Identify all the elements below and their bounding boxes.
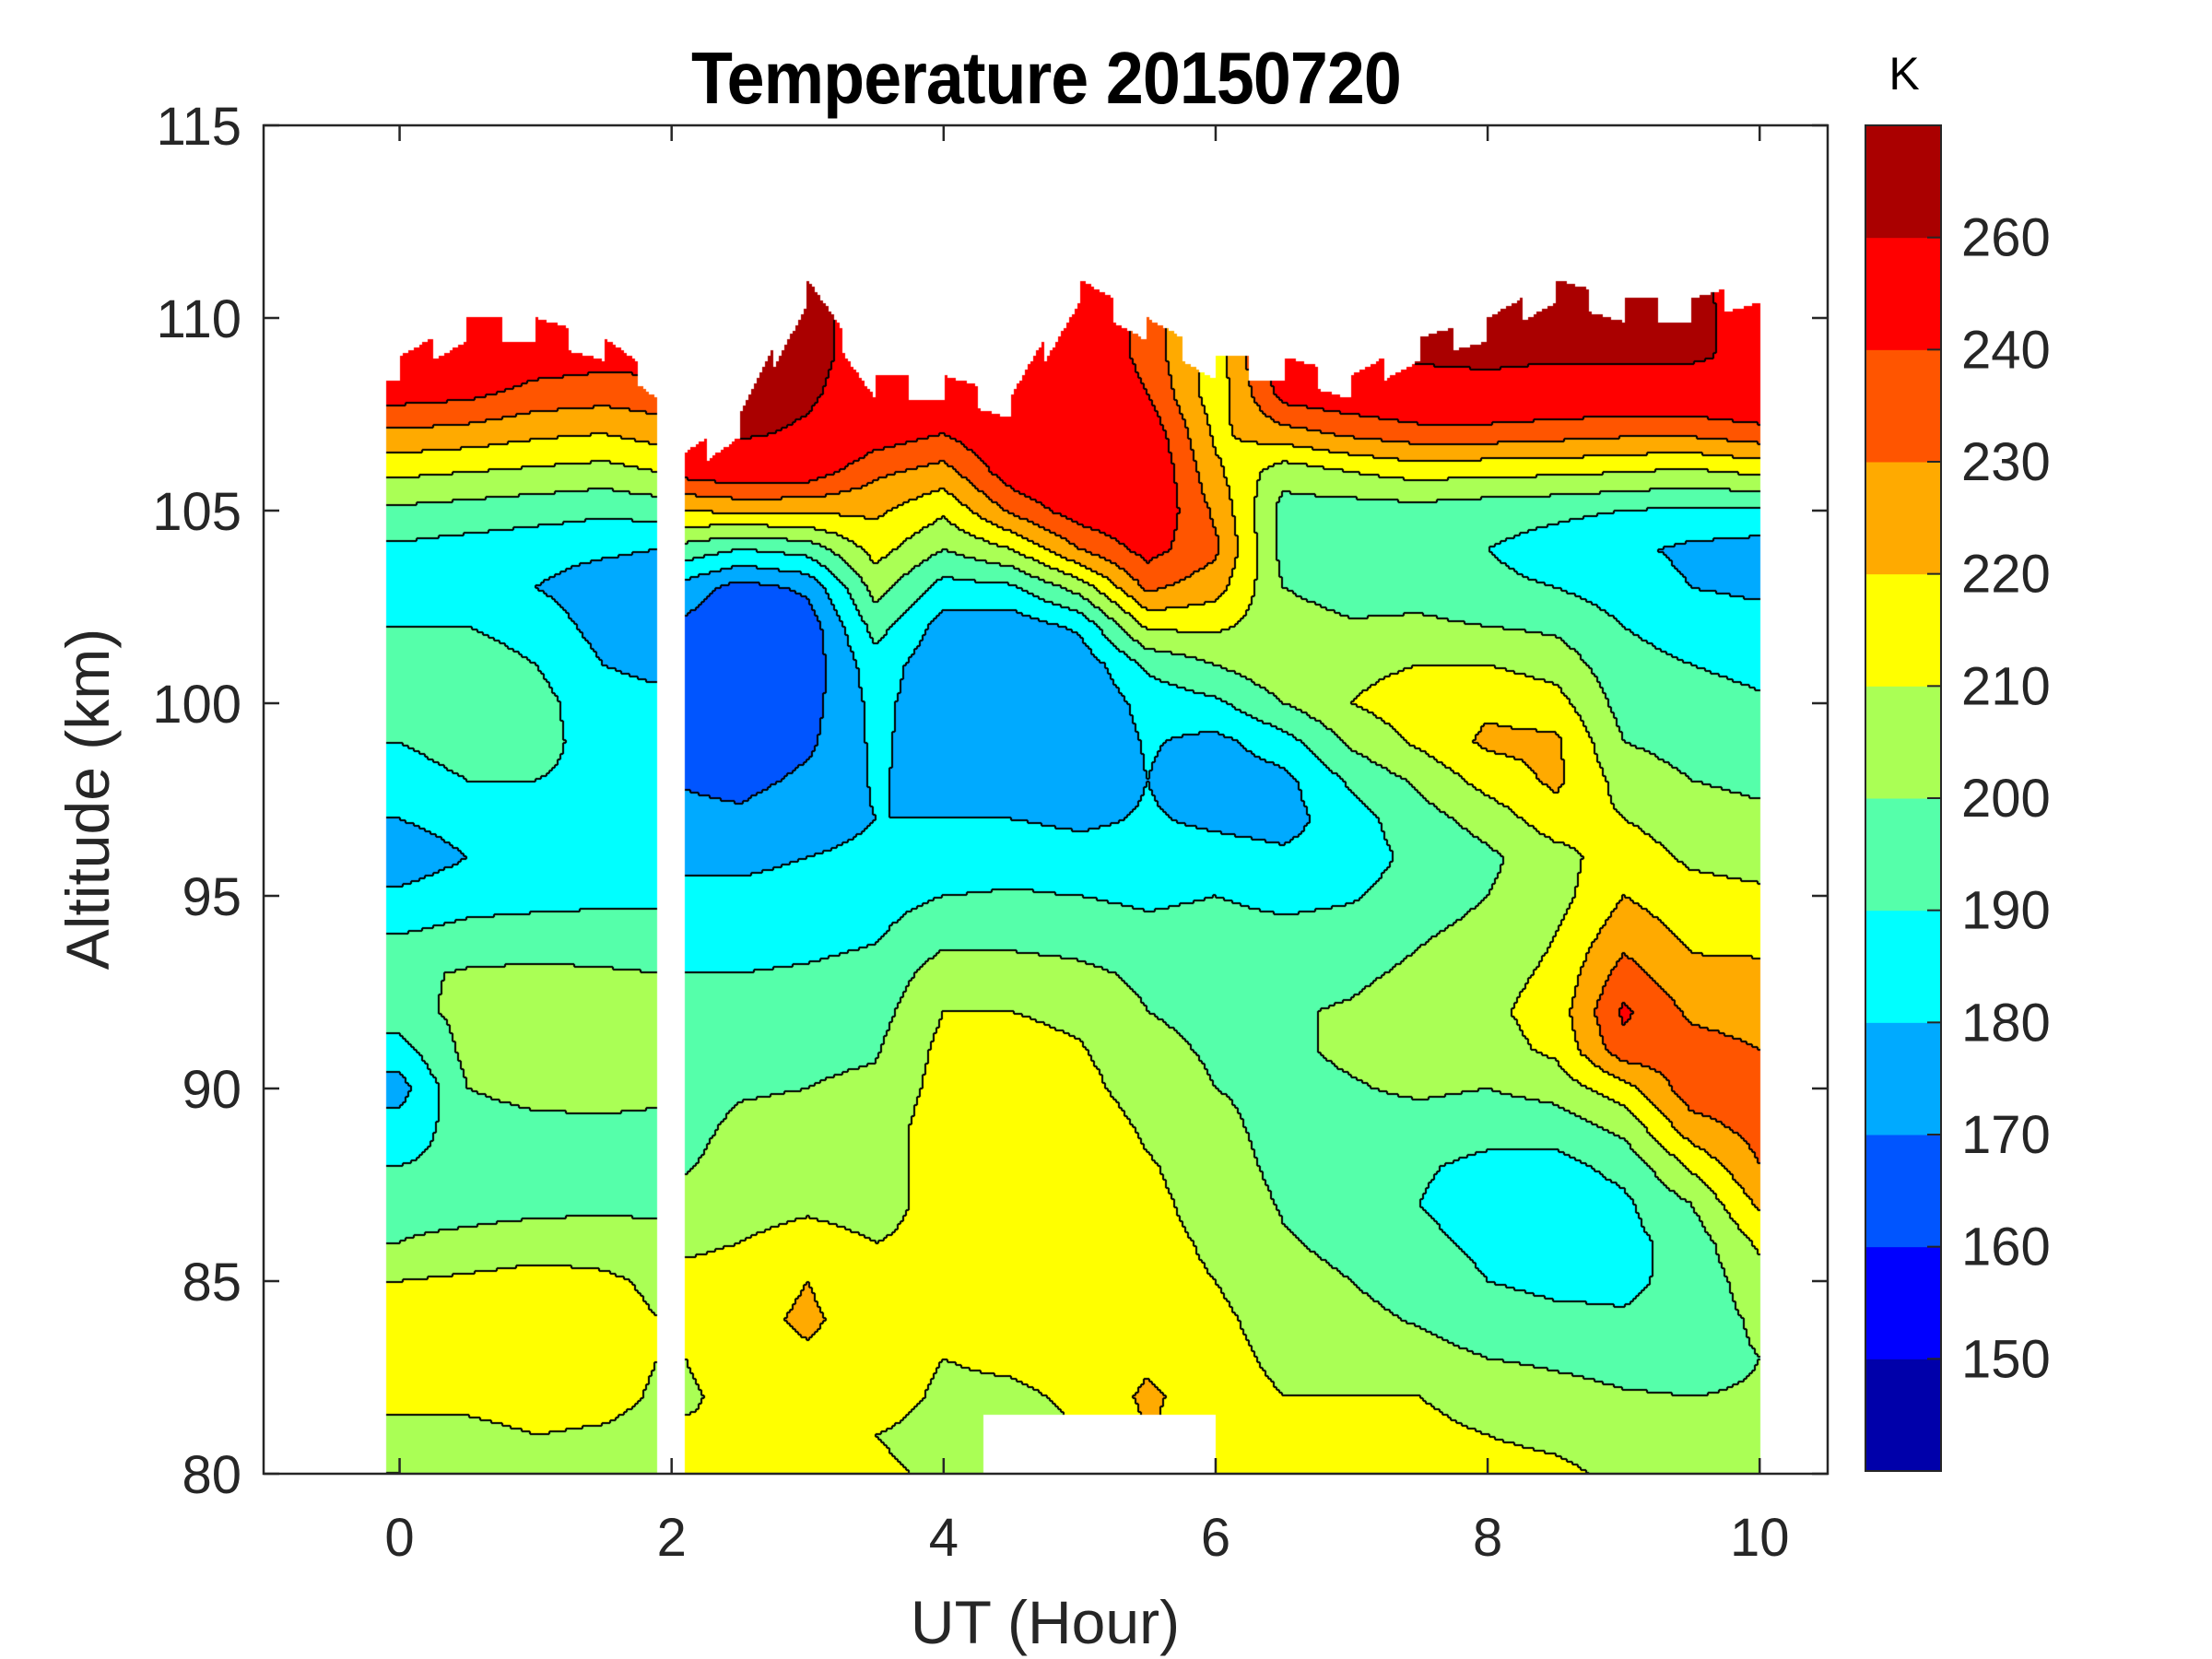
x-tick-label: 0 <box>384 1508 414 1568</box>
x-tick-label: 8 <box>1473 1508 1502 1568</box>
x-tick-label: 6 <box>1201 1508 1230 1568</box>
colorbar-tick-label: 240 <box>1961 320 2051 380</box>
x-tick-label: 2 <box>657 1508 687 1568</box>
y-axis-label: Altitude (km) <box>53 628 122 971</box>
colorbar-tick-label: 190 <box>1961 881 2051 941</box>
colorbar-tick-label: 210 <box>1961 656 2051 716</box>
colorbar-band <box>1865 1135 1941 1248</box>
colorbar-band <box>1865 237 1941 350</box>
colorbar-band <box>1865 125 1941 239</box>
y-tick-label: 115 <box>157 97 241 157</box>
colorbar-unit-label: K <box>1888 48 1920 100</box>
y-tick-label: 110 <box>157 289 241 349</box>
colorbar-band <box>1865 686 1941 799</box>
x-tick-label: 10 <box>1730 1508 1790 1568</box>
colorbar-band <box>1865 910 1941 1023</box>
chart-title: Temperature 20150720 <box>691 37 1402 119</box>
y-tick-label: 100 <box>152 675 241 735</box>
colorbar-band <box>1865 349 1941 463</box>
y-tick-label: 105 <box>152 482 241 542</box>
colorbar-tick-label: 180 <box>1961 993 2051 1053</box>
colorbar-tick-label: 220 <box>1961 545 2051 605</box>
colorbar-band <box>1865 1022 1941 1135</box>
colorbar-band <box>1865 573 1941 687</box>
colorbar-tick-label: 260 <box>1961 208 2051 268</box>
colorbar-band <box>1865 798 1941 912</box>
contour-field <box>265 126 1828 1474</box>
y-tick-label: 80 <box>182 1445 241 1505</box>
colorbar-band <box>1865 1246 1941 1359</box>
colorbar-tick-label: 170 <box>1961 1105 2051 1165</box>
plot-frame <box>262 124 1830 1476</box>
colorbar-tick-label: 200 <box>1961 769 2051 829</box>
colorbar-band <box>1865 462 1941 575</box>
x-tick-label: 4 <box>929 1508 959 1568</box>
colorbar-tick-label: 160 <box>1961 1218 2051 1277</box>
colorbar-band <box>1865 1359 1941 1472</box>
y-tick-label: 85 <box>182 1253 241 1312</box>
y-tick-label: 90 <box>182 1060 241 1120</box>
y-tick-label: 95 <box>182 867 241 927</box>
colorbar-tick-label: 150 <box>1961 1329 2051 1389</box>
colorbar-tick-label: 230 <box>1961 432 2051 492</box>
x-axis-label: UT (Hour) <box>910 1588 1181 1656</box>
